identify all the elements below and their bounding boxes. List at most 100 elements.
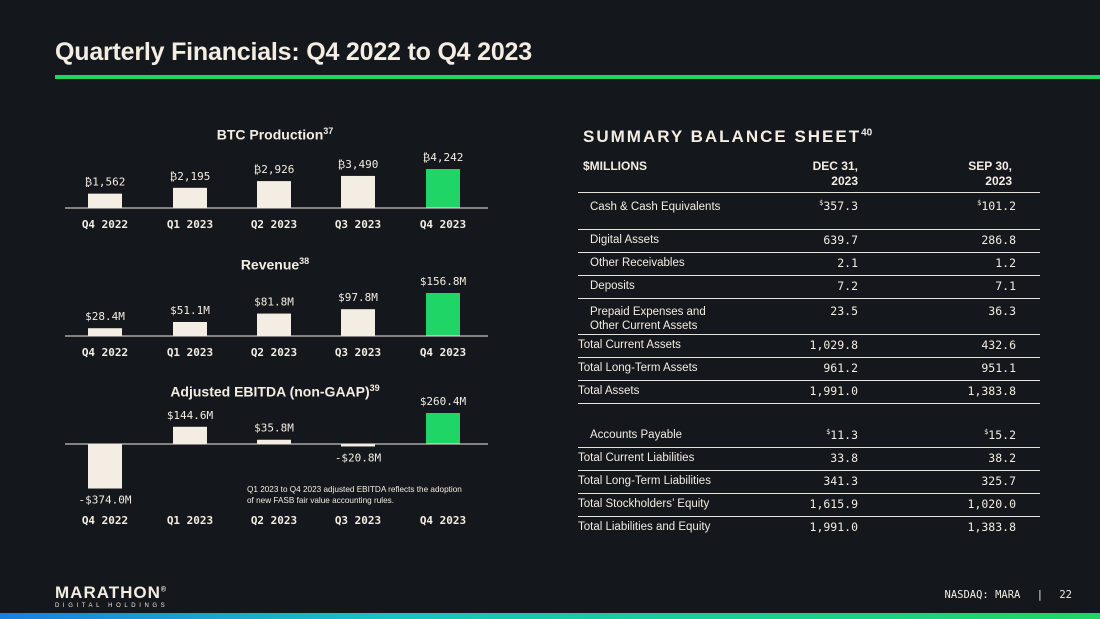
chart2-bar-2 [257,439,291,444]
row-label: Total Current Assets [578,338,681,352]
sep-30-value: 36.3 [896,304,1016,318]
chart0-data-label-4: ₿4,242 [423,151,464,164]
chart1-data-label-4: $156.8M [420,275,467,288]
sep-30-value: 1.2 [896,256,1016,270]
row-label: Prepaid Expenses and Other Current Assets [590,305,706,333]
chart2-data-label-3: -$20.8M [335,451,382,464]
chart0-category-label-1: Q1 2023 [167,218,213,231]
chart1-data-label-2: $81.8M [254,296,294,309]
currency-symbol: $ [819,199,824,208]
title-divider [55,75,1100,79]
currency-symbol: $ [984,428,989,437]
value-text: 341.3 [823,474,858,488]
chart2-bar-1 [173,426,207,444]
chart1-category-label-2: Q2 2023 [251,346,297,359]
chart2-data-label-0: -$374.0M [79,494,132,507]
logo-wordmark: MARATHON® [55,583,168,603]
row-label: Total Long-Term Assets [578,361,698,375]
chart1-bar-4 [426,293,460,336]
chart0-bar-3 [341,175,375,208]
chart2-category-label-2: Q2 2023 [251,514,297,527]
chart2-category-label-0: Q4 2022 [82,514,128,527]
dec-31-value: 1,991.0 [738,520,858,534]
balance-sheet-row: Prepaid Expenses and Other Current Assets… [578,298,1040,335]
dec-31-value: 33.8 [738,451,858,465]
balance-sheet-col2-header: SEP 30, 2023 [912,159,1012,189]
sep-30-value: 286.8 [896,233,1016,247]
row-label-line1: Total Current Liabilities [578,452,695,464]
row-label-line1: Accounts Payable [590,429,683,441]
chart0-category-label-0: Q4 2022 [82,218,128,231]
logo-registered-mark: ® [160,586,168,594]
value-text: 38.2 [988,451,1016,465]
row-label-line1: Total Current Assets [578,339,681,351]
dec-31-value: 7.2 [738,279,858,293]
row-label: Cash & Cash Equivalents [590,200,720,214]
dec-31-value: 341.3 [738,474,858,488]
sep-30-value: 1,383.8 [896,384,1016,398]
chart0-bar-2 [257,181,291,208]
chart1-data-label-3: $97.8M [338,291,378,304]
sep-30-value: $101.2 [896,199,1016,213]
value-text: 357.3 [823,199,858,213]
balance-sheet-footnote: 40 [861,127,873,139]
value-text: 36.3 [988,304,1016,318]
chart0-data-label-1: ₿2,195 [170,170,211,183]
value-text: 101.2 [981,199,1016,213]
btc-production-chart-title: BTC Production37 [125,126,425,143]
chart1-data-label-1: $51.1M [170,304,210,317]
balance-sheet-row: Total Assets 1,991.0 1,383.8 [578,380,1040,404]
balance-sheet-row: Total Current Liabilities 33.8 38.2 [578,447,1040,471]
value-text: 1,020.0 [967,497,1016,511]
balance-sheet-row: Total Current Assets 1,029.8 432.6 [578,334,1040,358]
col2-header-line2: 2023 [985,174,1012,188]
footer-separator: | [1036,589,1044,601]
value-text: 1,029.8 [809,338,858,352]
dec-31-value: 23.5 [738,304,858,318]
balance-sheet-row: Total Liabilities and Equity 1,991.0 1,383… [578,516,1040,539]
dec-31-value: 2.1 [738,256,858,270]
value-text: 639.7 [823,233,858,247]
row-label: Total Liabilities and Equity [578,520,710,534]
btc-chart-footnote: 37 [323,126,334,136]
chart1-category-label-1: Q1 2023 [167,346,213,359]
chart0-bar-0 [88,193,122,208]
row-label-line1: Total Long-Term Liabilities [578,475,711,487]
row-label-line2: Other Current Assets [590,320,698,332]
chart0-bar-1 [173,187,207,208]
currency-symbol: $ [826,428,831,437]
ebitda-chart-footnote: 39 [369,383,380,393]
value-text: 961.2 [823,361,858,375]
value-text: 15.2 [988,428,1016,442]
dec-31-value: 1,029.8 [738,338,858,352]
chart2-data-label-4: $260.4M [420,395,467,408]
dec-31-value: 1,991.0 [738,384,858,398]
value-text: 1.2 [995,256,1016,270]
row-label-line1: Other Receivables [590,257,685,269]
chart2-category-label-1: Q1 2023 [167,514,213,527]
sep-30-value: $15.2 [896,428,1016,442]
row-label: Digital Assets [590,233,659,247]
ebitda-footnote-note: Q1 2023 to Q4 2023 adjusted EBITDA refle… [247,485,462,505]
chart1-category-label-4: Q4 2023 [420,346,466,359]
value-text: 325.7 [981,474,1016,488]
value-text: 951.1 [981,361,1016,375]
row-label: Total Current Liabilities [578,451,694,465]
value-text: 7.2 [837,279,858,293]
value-text: 1,383.8 [967,384,1016,398]
bottom-gradient-bar [0,613,1100,619]
dec-31-value: $11.3 [738,428,858,442]
row-label: Deposits [590,279,635,293]
chart0-bar-4 [426,169,460,208]
chart1-bar-1 [173,321,207,336]
row-label-line1: Total Assets [578,385,640,397]
sep-30-value: 432.6 [896,338,1016,352]
balance-sheet-col1-header: DEC 31, 2023 [758,159,858,189]
dec-31-value: $357.3 [738,199,858,213]
chart2-category-label-4: Q4 2023 [420,514,466,527]
chart2-data-label-1: $144.6M [167,409,214,422]
sep-30-value: 38.2 [896,451,1016,465]
sep-30-value: 325.7 [896,474,1016,488]
page-number: 22 [1059,589,1072,601]
